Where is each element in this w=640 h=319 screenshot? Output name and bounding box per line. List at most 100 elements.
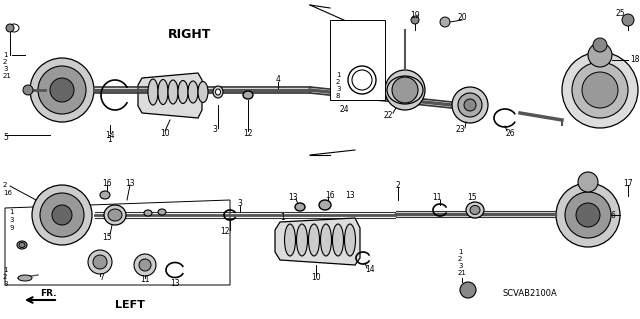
Text: 13: 13	[288, 192, 298, 202]
Text: 13: 13	[345, 190, 355, 199]
Circle shape	[464, 99, 476, 111]
Text: 1: 1	[3, 52, 8, 58]
Text: 2: 2	[336, 79, 340, 85]
Text: 25: 25	[615, 9, 625, 18]
Ellipse shape	[19, 242, 25, 248]
Circle shape	[38, 66, 86, 114]
Circle shape	[50, 78, 74, 102]
Circle shape	[32, 185, 92, 245]
Text: SCVAB2100A: SCVAB2100A	[502, 288, 557, 298]
Circle shape	[23, 85, 33, 95]
Circle shape	[88, 250, 112, 274]
Text: 1: 1	[3, 267, 8, 273]
Ellipse shape	[108, 209, 122, 221]
Text: 16: 16	[325, 190, 335, 199]
Ellipse shape	[17, 241, 27, 249]
Ellipse shape	[178, 80, 188, 103]
Polygon shape	[275, 218, 360, 265]
Circle shape	[40, 193, 84, 237]
Text: 14: 14	[105, 130, 115, 139]
Text: 10: 10	[311, 273, 321, 283]
Bar	[330, 20, 385, 100]
Text: 1: 1	[108, 136, 113, 145]
Circle shape	[556, 183, 620, 247]
Circle shape	[582, 72, 618, 108]
Ellipse shape	[319, 200, 331, 210]
Text: 9: 9	[9, 225, 13, 231]
Circle shape	[392, 77, 418, 103]
Text: 20: 20	[457, 13, 467, 23]
Text: 26: 26	[505, 129, 515, 137]
Text: 4: 4	[276, 76, 280, 85]
Text: 3: 3	[336, 86, 340, 92]
Circle shape	[139, 259, 151, 271]
Ellipse shape	[158, 79, 168, 105]
Text: 12: 12	[220, 227, 230, 236]
Circle shape	[622, 14, 634, 26]
Circle shape	[578, 172, 598, 192]
Ellipse shape	[466, 202, 484, 218]
Text: 6: 6	[611, 211, 616, 219]
Text: 21: 21	[3, 73, 12, 79]
Text: 1: 1	[336, 72, 340, 78]
Text: 16: 16	[3, 190, 12, 196]
Circle shape	[593, 38, 607, 52]
Ellipse shape	[148, 79, 158, 105]
Text: 10: 10	[160, 129, 170, 137]
Text: 21: 21	[458, 270, 467, 276]
Circle shape	[565, 192, 611, 238]
Circle shape	[458, 93, 482, 117]
Ellipse shape	[296, 224, 307, 256]
Polygon shape	[5, 158, 450, 315]
Ellipse shape	[213, 86, 223, 98]
Circle shape	[134, 254, 156, 276]
Text: 2: 2	[396, 181, 401, 189]
Ellipse shape	[308, 224, 319, 256]
Circle shape	[576, 203, 600, 227]
Text: 2: 2	[3, 59, 8, 65]
Text: 13: 13	[125, 179, 135, 188]
Text: RIGHT: RIGHT	[168, 28, 212, 41]
Text: 3: 3	[212, 125, 218, 135]
Text: 11: 11	[140, 276, 150, 285]
Text: 11: 11	[432, 194, 442, 203]
Circle shape	[6, 24, 14, 32]
Text: 15: 15	[102, 233, 112, 241]
Text: 24: 24	[339, 106, 349, 115]
Text: 23: 23	[455, 125, 465, 135]
Text: LEFT: LEFT	[115, 300, 145, 310]
Polygon shape	[330, 8, 638, 155]
Text: 12: 12	[243, 129, 253, 137]
Text: 2: 2	[458, 256, 462, 262]
Ellipse shape	[104, 205, 126, 225]
Ellipse shape	[144, 210, 152, 216]
Ellipse shape	[100, 191, 110, 199]
Ellipse shape	[216, 89, 221, 95]
Text: 3: 3	[3, 66, 8, 72]
Polygon shape	[450, 158, 638, 315]
Polygon shape	[138, 73, 202, 118]
Text: 2: 2	[3, 182, 8, 188]
Circle shape	[452, 87, 488, 123]
Circle shape	[30, 58, 94, 122]
Ellipse shape	[188, 81, 198, 103]
Circle shape	[385, 70, 425, 110]
Ellipse shape	[198, 81, 208, 102]
Text: 15: 15	[467, 192, 477, 202]
Ellipse shape	[243, 91, 253, 99]
Circle shape	[562, 52, 638, 128]
Circle shape	[588, 43, 612, 67]
Ellipse shape	[344, 224, 355, 256]
Circle shape	[52, 205, 72, 225]
Text: 3: 3	[458, 263, 463, 269]
Text: 19: 19	[410, 11, 420, 20]
Text: 1: 1	[9, 209, 13, 215]
Ellipse shape	[470, 205, 480, 214]
Text: 8: 8	[336, 93, 340, 99]
Polygon shape	[5, 200, 230, 285]
Text: 1: 1	[280, 213, 285, 222]
Ellipse shape	[295, 203, 305, 211]
Text: 18: 18	[630, 56, 639, 64]
Text: 3: 3	[237, 199, 243, 209]
Circle shape	[93, 255, 107, 269]
